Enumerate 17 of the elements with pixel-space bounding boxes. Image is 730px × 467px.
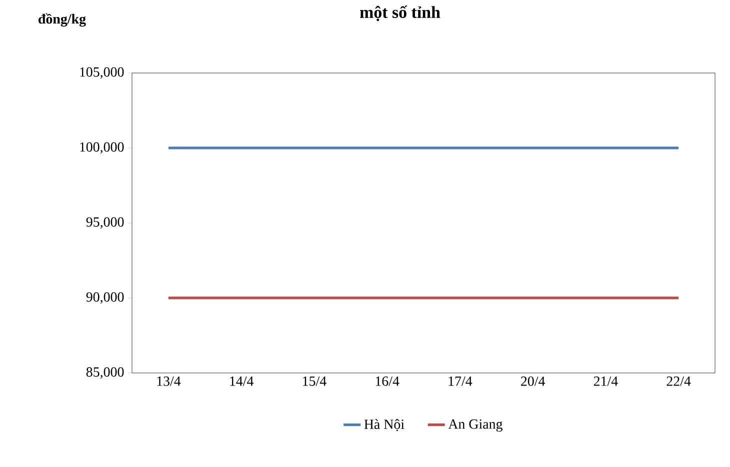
y-tick-label: 90,000 [86,292,124,304]
x-tick-label: 13/4 [157,376,181,386]
x-tick-label: 15/4 [303,376,326,386]
legend-label: Hà Nội [364,419,404,432]
y-tick-label: 95,000 [86,217,124,229]
x-tick-label: 20/4 [521,376,546,386]
x-tick-label: 16/4 [376,376,400,386]
x-tick-label: 22/4 [666,376,691,386]
chart-title: một số tỉnh [360,6,440,22]
y-tick-label: 85,000 [86,367,124,379]
y-axis-title: đồng/kg [38,13,86,27]
x-tick-label: 17/4 [448,376,472,386]
x-tick-label: 14/4 [230,376,254,386]
y-tick-label: 105,000 [80,67,124,79]
x-tick-label: 21/4 [594,376,618,386]
y-tick-label: 100,000 [80,142,124,154]
legend-label: An Giang [448,419,502,432]
